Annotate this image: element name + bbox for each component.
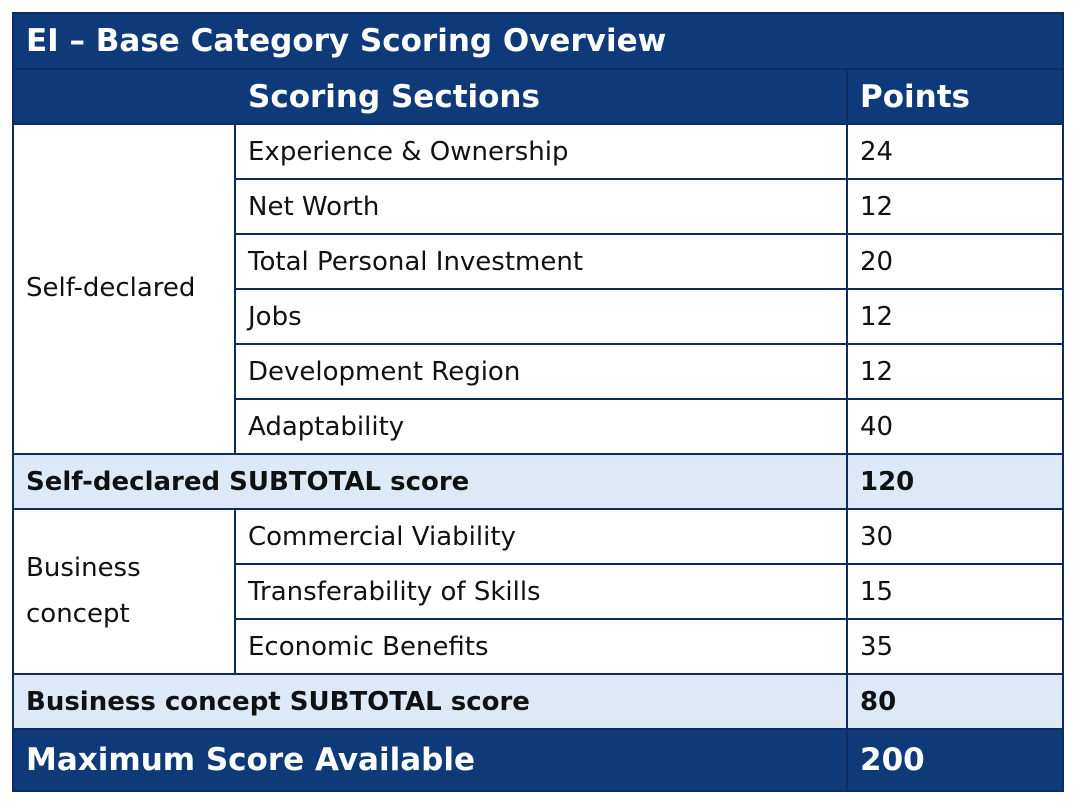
table-title: EI – Base Category Scoring Overview xyxy=(11,12,1065,70)
section-name: Total Personal Investment xyxy=(234,233,848,290)
table-row: Development Region 12 xyxy=(13,343,1065,400)
table-row: Business concept Commercial Viability 30 xyxy=(12,508,1065,675)
title-row: EI – Base Category Scoring Overview xyxy=(11,12,1065,70)
section-name: Adaptability xyxy=(234,398,848,455)
table-row: Total Personal Investment 20 xyxy=(13,233,1065,290)
maximum-score-label: Maximum Score Available xyxy=(12,728,848,792)
table-row: Self-declared Experience & Ownership 24 xyxy=(12,123,1065,455)
section-points: 12 xyxy=(845,178,1065,235)
subtotal-points: 120 xyxy=(845,453,1065,510)
header-scoring-sections: Scoring Sections xyxy=(234,68,848,125)
header-row: Scoring Sections Points xyxy=(12,68,1065,125)
section-name: Commercial Viability xyxy=(234,508,848,565)
subtotal-points: 80 xyxy=(845,673,1065,730)
section-points: 30 xyxy=(845,508,1065,565)
section-name: Development Region xyxy=(234,343,848,400)
subtotal-label: Business concept SUBTOTAL score xyxy=(12,673,848,730)
maximum-score-row: Maximum Score Available 200 xyxy=(12,728,1065,792)
section-points: 24 xyxy=(845,123,1065,180)
group-label-business-concept: Business concept xyxy=(12,508,236,675)
subtotal-label: Self-declared SUBTOTAL score xyxy=(12,453,848,510)
group-label-self-declared: Self-declared xyxy=(12,123,236,455)
section-name: Jobs xyxy=(234,288,848,345)
section-name: Transferability of Skills xyxy=(234,563,848,620)
maximum-score-points: 200 xyxy=(845,728,1065,792)
table-row: Net Worth 12 xyxy=(13,178,1065,235)
section-points: 12 xyxy=(845,288,1065,345)
section-name: Economic Benefits xyxy=(234,618,848,675)
scoring-table: EI – Base Category Scoring Overview Scor… xyxy=(11,12,1065,792)
table-row: Adaptability 40 xyxy=(13,398,1065,455)
section-points: 15 xyxy=(845,563,1065,620)
table-row: Jobs 12 xyxy=(13,288,1065,345)
section-name: Net Worth xyxy=(234,178,848,235)
section-points: 12 xyxy=(845,343,1065,400)
table-row: Economic Benefits 35 xyxy=(13,618,1065,675)
section-name: Experience & Ownership xyxy=(234,123,848,180)
table-row: Transferability of Skills 15 xyxy=(13,563,1065,620)
section-points: 40 xyxy=(845,398,1065,455)
header-blank-cell xyxy=(12,68,236,125)
subtotal-row-self-declared: Self-declared SUBTOTAL score 120 xyxy=(12,453,1065,510)
section-points: 35 xyxy=(845,618,1065,675)
section-points: 20 xyxy=(845,233,1065,290)
header-points: Points xyxy=(845,68,1065,125)
subtotal-row-business-concept: Business concept SUBTOTAL score 80 xyxy=(12,673,1065,730)
